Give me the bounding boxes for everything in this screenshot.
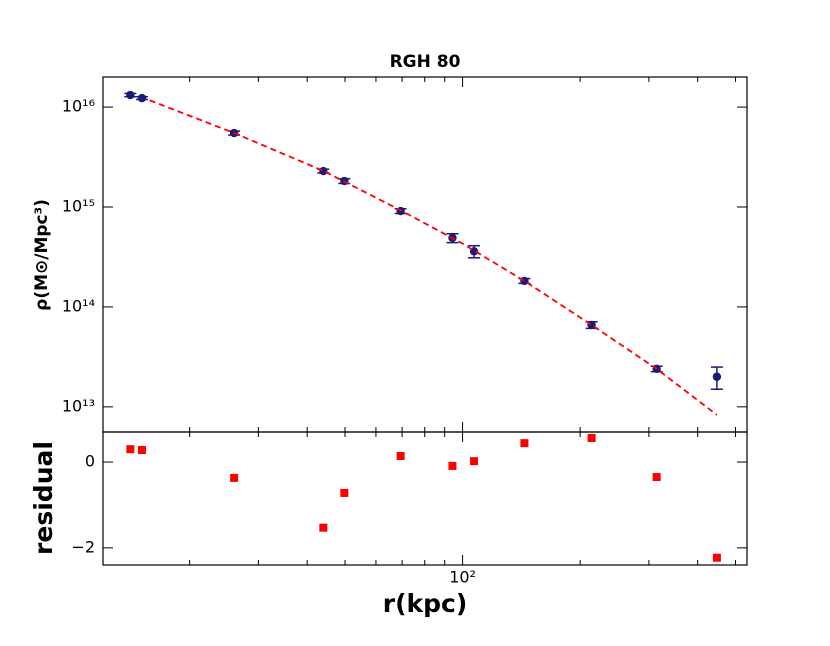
data-point: [126, 90, 135, 100]
residual-point: [652, 473, 661, 482]
chart-title: RGH 80: [390, 52, 461, 72]
residual-point: [448, 461, 457, 470]
residual-point: [126, 445, 135, 454]
y-tick-label: 0: [85, 452, 95, 471]
y-tick-label: 10¹⁴: [62, 296, 95, 315]
plot-frame: [102, 431, 748, 566]
x-axis-label: r(kpc): [383, 589, 468, 618]
residual-point: [230, 473, 239, 482]
residual-point: [340, 488, 349, 497]
data-point: [319, 166, 328, 176]
residual-point: [137, 446, 146, 455]
plot-frame: [102, 76, 748, 433]
y-axis-label: residual: [29, 441, 58, 555]
data-point: [137, 93, 147, 103]
residual-point: [396, 452, 405, 461]
y-axis-label: ρ(M⊙/Mpc³): [32, 199, 52, 311]
residual-point: [520, 439, 529, 448]
data-point: [712, 372, 722, 381]
y-tick-label: 10¹⁶: [62, 97, 95, 116]
y-tick-label: 10¹⁵: [62, 196, 95, 215]
residual-point: [470, 457, 479, 466]
fit-line: [149, 99, 718, 416]
y-tick-label: 10¹³: [62, 396, 95, 415]
x-tick-label: 10²: [449, 568, 476, 587]
residual-point: [319, 523, 328, 532]
residual-point: [712, 553, 721, 562]
residual-point: [587, 434, 596, 443]
y-tick-label: −2: [71, 537, 95, 556]
